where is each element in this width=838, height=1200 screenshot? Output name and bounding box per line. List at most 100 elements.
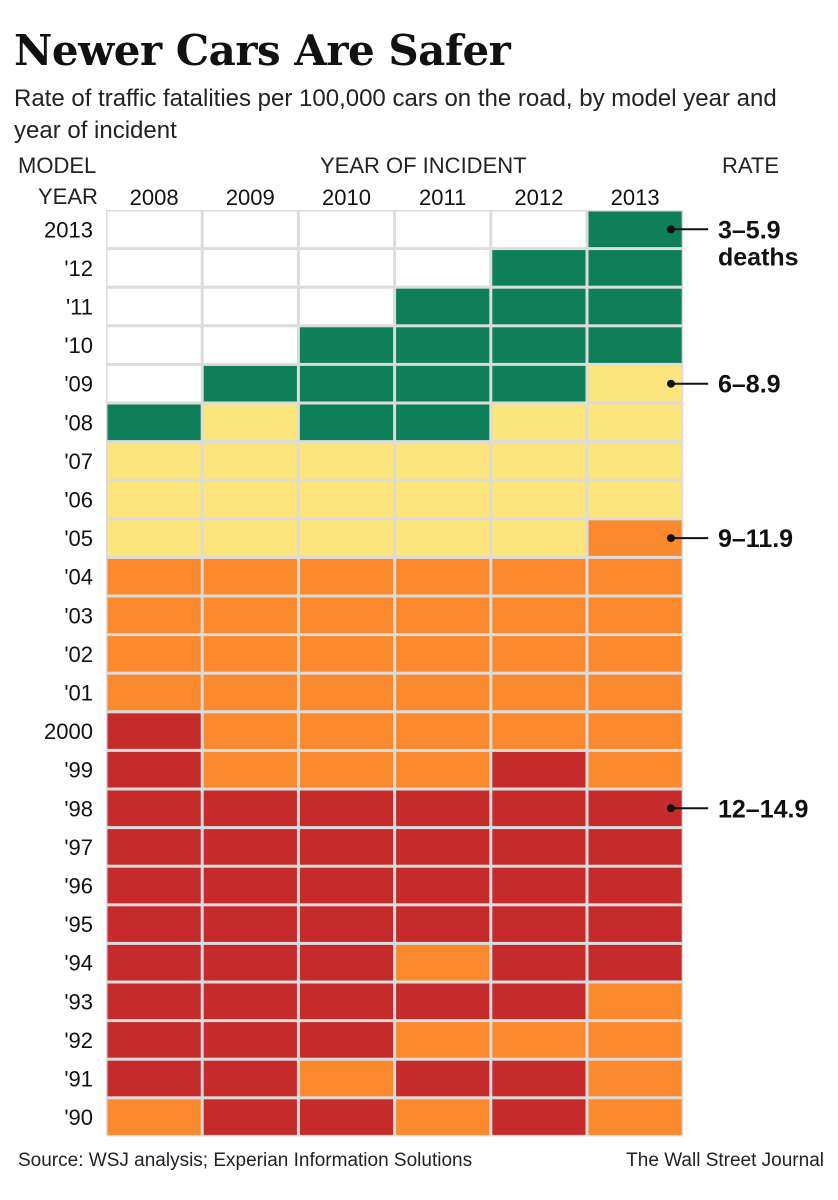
heatmap-cell (588, 558, 682, 595)
heatmap-cell (299, 1060, 394, 1097)
y-tick-label: 2000 (44, 719, 93, 744)
legend-range-label: 12–14.9 (718, 795, 808, 823)
heatmap-cell (588, 404, 682, 441)
x-tick-label: 2012 (514, 185, 563, 210)
heatmap-cell (107, 713, 201, 749)
heatmap-cell (588, 867, 682, 904)
heatmap-cell (299, 250, 394, 286)
year-of-incident-label: YEAR OF INCIDENT (320, 153, 527, 178)
y-tick-label: '12 (64, 256, 93, 281)
heatmap-cell (203, 443, 297, 479)
heatmap-cell (299, 597, 394, 634)
heatmap-cell (107, 558, 201, 595)
heatmap-cell (107, 790, 201, 827)
heatmap-cell (299, 867, 394, 904)
heatmap-cell (588, 713, 682, 749)
heatmap-cell (492, 1099, 586, 1135)
heatmap-cell (396, 443, 490, 479)
heatmap-cell (107, 1022, 201, 1058)
heatmap-cell (588, 674, 682, 711)
heatmap-cell (492, 443, 586, 479)
y-tick-label: 2013 (44, 217, 93, 242)
heatmap-cell (396, 713, 490, 749)
heatmap-cell (299, 1022, 394, 1058)
heatmap-cell (299, 829, 394, 865)
heatmap-cell (588, 1060, 682, 1097)
heatmap-cell (203, 211, 297, 248)
y-tick-label: '10 (64, 333, 93, 358)
heatmap-cell (203, 636, 297, 672)
heatmap-cell (107, 327, 201, 363)
heatmap-cell (107, 250, 201, 286)
heatmap-cell (588, 365, 682, 402)
heatmap-cell (203, 790, 297, 827)
heatmap-cell (299, 906, 394, 942)
heatmap-cell (588, 790, 682, 827)
heatmap-cell (492, 250, 586, 286)
heatmap-cell (588, 751, 682, 788)
heatmap-cell (492, 520, 586, 556)
heatmap-cell (396, 558, 490, 595)
heatmap-cell (299, 520, 394, 556)
rate-label: RATE (722, 153, 780, 178)
heatmap-cell (492, 481, 586, 518)
heatmap-cell (396, 365, 490, 402)
heatmap-cell (588, 1022, 682, 1058)
heatmap-cell (203, 365, 297, 402)
heatmap-cell (396, 288, 490, 325)
heatmap-cell (492, 867, 586, 904)
heatmap-cell (492, 211, 586, 248)
heatmap-cell (299, 944, 394, 981)
heatmap-cell (588, 520, 682, 556)
heatmap-cell (492, 674, 586, 711)
heatmap-cell (107, 443, 201, 479)
heatmap-cell (299, 211, 394, 248)
heatmap-cell (492, 713, 586, 749)
heatmap-cell (588, 597, 682, 634)
y-tick-label: '99 (64, 758, 93, 783)
heatmap-cell (203, 867, 297, 904)
heatmap-cell (107, 906, 201, 942)
heatmap-grid-background (106, 210, 684, 1137)
heatmap-cell (396, 327, 490, 363)
heatmap-cell (396, 211, 490, 248)
heatmap-cell (299, 1099, 394, 1135)
heatmap-cell (492, 983, 586, 1020)
heatmap-cell (396, 751, 490, 788)
heatmap-cell (396, 829, 490, 865)
heatmap-cell (203, 751, 297, 788)
heatmap-cell (492, 751, 586, 788)
y-tick-label: '02 (64, 642, 93, 667)
heatmap-cell (107, 829, 201, 865)
heatmap-cell (588, 443, 682, 479)
heatmap-cell (588, 983, 682, 1020)
heatmap-cell (492, 790, 586, 827)
heatmap-cell (396, 481, 490, 518)
heatmap-cell (588, 636, 682, 672)
publisher-credit: The Wall Street Journal (626, 1150, 824, 1171)
heatmap-cell (299, 443, 394, 479)
heatmap-cell (492, 365, 586, 402)
model-year-label-line-1: MODEL (18, 153, 97, 178)
heatmap-cell (107, 674, 201, 711)
heatmap-cell (396, 597, 490, 634)
legend-range-label: 9–11.9 (718, 525, 793, 553)
y-tick-label: '03 (64, 603, 93, 628)
x-tick-label: 2008 (130, 185, 179, 210)
heatmap-cell (396, 1022, 490, 1058)
heatmap-cell (203, 520, 297, 556)
heatmap-cell (203, 829, 297, 865)
y-tick-label: '06 (64, 488, 93, 513)
heatmap-cell (396, 1060, 490, 1097)
heatmap-cell (107, 983, 201, 1020)
heatmap-cell (396, 520, 490, 556)
legend-range-label: 3–5.9 (718, 216, 781, 244)
x-tick-label: 2013 (611, 185, 660, 210)
y-tick-label: '93 (64, 989, 93, 1014)
heatmap-cell (107, 288, 201, 325)
y-tick-label: '90 (64, 1105, 93, 1130)
heatmap-cell (203, 288, 297, 325)
heatmap-cell (492, 906, 586, 942)
heatmap-cell (492, 1022, 586, 1058)
